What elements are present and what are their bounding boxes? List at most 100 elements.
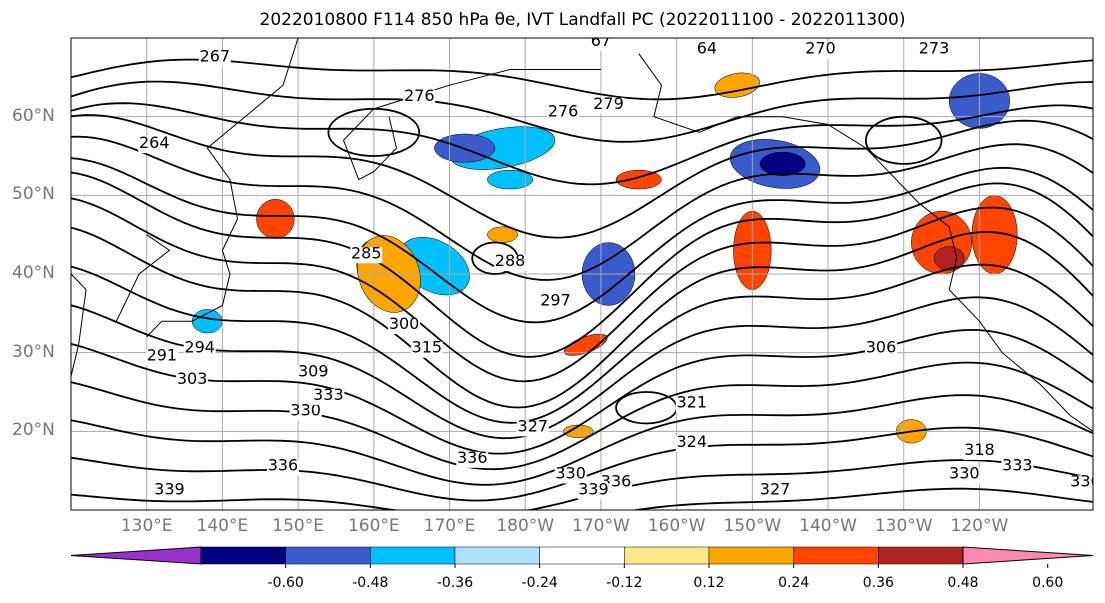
coastline [71, 273, 87, 377]
contour-label: 276 [404, 86, 435, 105]
contour-label-bg [918, 42, 951, 59]
contour-label: 336 [1070, 471, 1101, 490]
map-frame [70, 37, 1094, 511]
contour-label: 303 [177, 369, 208, 388]
contour-label-bg [183, 341, 216, 358]
contour-label: 324 [676, 432, 707, 451]
theta-e-contour-line [71, 171, 1093, 358]
contour-label: 333 [313, 385, 344, 404]
theta-e-contour-line [71, 135, 1093, 281]
colorbar-tick-label: 0.60 [1032, 575, 1064, 591]
coastline [342, 69, 601, 181]
theta-e-contour-line [71, 197, 1093, 383]
coastline [146, 38, 299, 338]
theta-e-contour-line [71, 102, 1093, 186]
contour-label-bg [145, 349, 178, 366]
contour-label-bg [963, 443, 996, 460]
contour-label: 267 [200, 47, 231, 66]
contour-label: 288 [495, 251, 526, 270]
longitude-label: 150°E [272, 516, 324, 536]
colorbar-segment [708, 546, 794, 565]
contour-label: 339 [154, 479, 185, 498]
contour-label-bg [675, 396, 708, 413]
longitude-label: 140°W [799, 516, 857, 536]
coastlines [71, 38, 1093, 432]
contour-label: 327 [518, 416, 549, 435]
contour-label: 333 [1002, 456, 1033, 475]
contour-label-bg [289, 404, 322, 421]
contour-label-bg [138, 137, 171, 154]
contour-label-bg [198, 50, 231, 67]
colorbar-segment [878, 546, 964, 565]
theta-e-contour-line [71, 328, 1093, 455]
latitude-label: 50°N [12, 184, 55, 205]
colorbar [70, 546, 1094, 568]
contour-label: 306 [866, 338, 897, 357]
contour-label-bg [516, 420, 549, 437]
contour-label-bg [577, 483, 610, 500]
colorbar-segment [454, 546, 540, 565]
contour-label-bg [554, 467, 587, 484]
contour-label: 327 [760, 479, 791, 498]
contour-label: 330 [555, 464, 586, 483]
contour-label-bg [948, 467, 981, 484]
contour-label: 297 [540, 290, 571, 309]
contour-label-bg [494, 255, 527, 272]
contour-label-bg [153, 483, 186, 500]
contour-label-bg [690, 42, 723, 59]
longitude-label: 180°W [496, 516, 555, 536]
contour-label: 300 [389, 314, 420, 333]
contour-label-bg [410, 341, 443, 358]
contour-labels: 267 276 264 276 279 270 273 285 288 297 300 291 294 3… [138, 31, 1101, 500]
colorbar-tick-label: -0.24 [521, 575, 558, 591]
latitude-label: 30°N [12, 341, 55, 362]
contour-label: 321 [676, 393, 707, 412]
longitude-label: 160°E [347, 516, 400, 536]
coastline [115, 234, 171, 322]
contour-label: 318 [964, 440, 995, 459]
contour-label: 330 [949, 464, 980, 483]
colorbar-segment [285, 546, 371, 565]
colorbar-extend-high [962, 546, 1094, 565]
colorbar-tick-label: -0.60 [267, 575, 304, 591]
contour-label: 285 [351, 243, 382, 262]
contour-label-bg [547, 105, 580, 122]
colorbar-tick-label: -0.48 [352, 575, 389, 591]
contour-label-bg [675, 436, 708, 453]
anomaly-patch [487, 169, 534, 190]
latitude-label: 20°N [12, 420, 55, 441]
anomaly-patch [759, 151, 806, 176]
longitude-label: 130°E [120, 516, 173, 536]
colorbar-tick-label: 0.36 [862, 575, 894, 591]
longitude-label: 120°W [950, 516, 1009, 536]
longitude-label: 150°W [723, 516, 782, 536]
theta-e-contour-line [71, 157, 1093, 324]
theta-e-contour-line [71, 58, 1093, 101]
longitude-label: 170°W [572, 516, 630, 536]
colorbar-tick-label: -0.36 [436, 575, 474, 591]
contour-label-bg [266, 459, 299, 476]
colorbar-tick-label: 0.24 [778, 575, 810, 591]
contour-label-bg [312, 388, 345, 405]
contour-label-bg [759, 483, 792, 500]
contour-label: 64 [697, 39, 717, 58]
contour-label-bg [1069, 475, 1093, 492]
contour-label: 309 [298, 361, 329, 380]
theta-e-contour-line [71, 114, 1093, 239]
longitude-label: 140°E [196, 516, 249, 536]
contour-label: 270 [805, 39, 836, 58]
colorbar-segment [539, 546, 625, 565]
latitude-label: 60°N [12, 105, 55, 126]
colorbar-segment [200, 546, 286, 565]
contour-label: 67 [591, 31, 611, 50]
theta-e-contour-line [71, 361, 1093, 471]
theta-e-contour-line [71, 296, 1093, 440]
contour-label: 339 [578, 479, 609, 498]
theta-e-contour-line [71, 226, 1093, 409]
colorbar-tick-label: -0.12 [606, 575, 643, 591]
anomaly-patch [615, 169, 662, 190]
longitude-label: 170°E [423, 516, 476, 536]
contour-label: 276 [548, 102, 579, 121]
contour-label-bg [1001, 459, 1034, 476]
colorbar-tick-label: 0.12 [693, 575, 725, 591]
